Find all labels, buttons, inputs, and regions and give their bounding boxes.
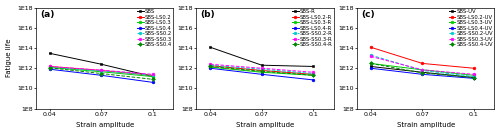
SBS-SS0.4 bbox=[98, 73, 104, 74]
Line: SBS-LS0.2-R: SBS-LS0.2-R bbox=[209, 64, 314, 76]
Text: (c): (c) bbox=[361, 10, 374, 19]
SBS-LS0.4-UV bbox=[419, 74, 425, 75]
SBS-LS0.3-R bbox=[207, 66, 213, 68]
Line: SBS-SS0.2: SBS-SS0.2 bbox=[48, 66, 154, 77]
Line: SBS-SS0.3-UV: SBS-SS0.3-UV bbox=[370, 55, 475, 76]
SBS-LS0.4-R bbox=[258, 74, 264, 75]
SBS-SS0.4 bbox=[150, 79, 156, 80]
SBS-SS0.3-UV bbox=[419, 69, 425, 71]
SBS bbox=[46, 53, 52, 54]
SBS-SS0.4-UV bbox=[368, 63, 374, 64]
Legend: SBS-R, SBS-LS0.2-R, SBS-LS0.3-R, SBS-LS0.4-R, SBS-SS0.2-R, SBS-SS0.3-R, SBS-SS0.: SBS-R, SBS-LS0.2-R, SBS-LS0.3-R, SBS-LS0… bbox=[292, 9, 333, 48]
SBS-LS0.4 bbox=[150, 82, 156, 83]
SBS-SS0.4 bbox=[46, 67, 52, 69]
SBS-LS0.2-UV bbox=[419, 63, 425, 64]
SBS-SS0.3 bbox=[150, 74, 156, 75]
SBS-LS0.3 bbox=[98, 71, 104, 72]
Line: SBS-LS0.3-UV: SBS-LS0.3-UV bbox=[370, 62, 475, 77]
SBS-LS0.2 bbox=[46, 66, 52, 67]
SBS-SS0.3-R bbox=[310, 71, 316, 73]
SBS-SS0.3-UV bbox=[471, 74, 477, 75]
SBS-SS0.4-UV bbox=[471, 77, 477, 78]
SBS-SS0.3 bbox=[46, 66, 52, 67]
SBS-LS0.3-R bbox=[310, 75, 316, 76]
SBS-LS0.3-R bbox=[258, 71, 264, 73]
Y-axis label: Fatigue life: Fatigue life bbox=[6, 39, 12, 77]
SBS-SS0.3-R bbox=[207, 63, 213, 65]
Line: SBS-LS0.4-R: SBS-LS0.4-R bbox=[209, 67, 314, 81]
Line: SBS-SS0.2-R: SBS-SS0.2-R bbox=[209, 64, 314, 75]
Line: SBS-SS0.2-UV: SBS-SS0.2-UV bbox=[370, 54, 475, 78]
Line: SBS-LS0.4: SBS-LS0.4 bbox=[48, 68, 154, 84]
X-axis label: Strain amplitude: Strain amplitude bbox=[396, 122, 455, 129]
SBS-SS0.2-UV bbox=[471, 76, 477, 77]
SBS-SS0.4-R bbox=[207, 66, 213, 67]
Line: SBS-SS0.4-R: SBS-SS0.4-R bbox=[209, 65, 314, 77]
SBS-SS0.3-R bbox=[258, 67, 264, 69]
SBS-LS0.3 bbox=[46, 67, 52, 68]
Line: SBS-SS0.3: SBS-SS0.3 bbox=[48, 65, 154, 76]
SBS-SS0.2 bbox=[46, 66, 52, 68]
SBS-LS0.4 bbox=[46, 68, 52, 70]
SBS-LS0.2-UV bbox=[471, 67, 477, 69]
SBS-SS0.4-R bbox=[310, 75, 316, 76]
SBS-SS0.2-R bbox=[310, 73, 316, 74]
SBS-SS0.3-UV bbox=[368, 55, 374, 57]
SBS-R bbox=[207, 46, 213, 48]
SBS-UV bbox=[419, 71, 425, 73]
Line: SBS-SS0.4-UV: SBS-SS0.4-UV bbox=[370, 62, 475, 79]
Legend: SBS-UV, SBS-LS0.2-UV, SBS-LS0.3-UV, SBS-LS0.4-UV, SBS-SS0.2-UV, SBS-SS0.3-UV, SB: SBS-UV, SBS-LS0.2-UV, SBS-LS0.3-UV, SBS-… bbox=[448, 9, 494, 48]
Line: SBS-R: SBS-R bbox=[209, 46, 314, 68]
SBS-UV bbox=[471, 77, 477, 78]
Line: SBS-LS0.3: SBS-LS0.3 bbox=[48, 66, 154, 78]
SBS-LS0.4-UV bbox=[368, 67, 374, 69]
SBS-LS0.2-R bbox=[207, 65, 213, 66]
Legend: SBS, SBS-LS0.2, SBS-LS0.3, SBS-LS0.4, SBS-SS0.2, SBS-SS0.3, SBS-SS0.4: SBS, SBS-LS0.2, SBS-LS0.3, SBS-LS0.4, SB… bbox=[136, 9, 172, 48]
SBS-LS0.4-R bbox=[207, 67, 213, 69]
SBS-LS0.4 bbox=[98, 75, 104, 76]
SBS-SS0.4-UV bbox=[419, 72, 425, 74]
SBS-SS0.3 bbox=[98, 69, 104, 71]
Text: (a): (a) bbox=[40, 10, 54, 19]
SBS-UV bbox=[368, 66, 374, 67]
SBS-LS0.2 bbox=[150, 75, 156, 76]
SBS-SS0.2-R bbox=[258, 68, 264, 70]
SBS-LS0.2-UV bbox=[368, 46, 374, 48]
SBS-LS0.3 bbox=[150, 76, 156, 77]
SBS-SS0.4-R bbox=[258, 70, 264, 72]
SBS-LS0.2 bbox=[98, 70, 104, 71]
Line: SBS-SS0.3-R: SBS-SS0.3-R bbox=[209, 63, 314, 74]
SBS bbox=[98, 63, 104, 65]
Text: (b): (b) bbox=[200, 10, 215, 19]
SBS-LS0.3-UV bbox=[368, 63, 374, 64]
SBS-LS0.2-R bbox=[310, 74, 316, 75]
Line: SBS-LS0.2: SBS-LS0.2 bbox=[48, 65, 154, 77]
SBS-LS0.4-R bbox=[310, 79, 316, 81]
SBS-LS0.2-R bbox=[258, 70, 264, 71]
SBS-LS0.3-UV bbox=[419, 69, 425, 71]
Line: SBS-UV: SBS-UV bbox=[370, 65, 475, 79]
Line: SBS-SS0.4: SBS-SS0.4 bbox=[48, 66, 154, 81]
Line: SBS: SBS bbox=[48, 52, 154, 78]
SBS-R bbox=[310, 66, 316, 67]
Line: SBS-LS0.4-UV: SBS-LS0.4-UV bbox=[370, 67, 475, 80]
Line: SBS-LS0.2-UV: SBS-LS0.2-UV bbox=[370, 46, 475, 70]
X-axis label: Strain amplitude: Strain amplitude bbox=[76, 122, 134, 129]
SBS-LS0.3-UV bbox=[471, 75, 477, 76]
SBS-SS0.2-UV bbox=[368, 54, 374, 56]
SBS-SS0.2-R bbox=[207, 64, 213, 66]
SBS-SS0.2 bbox=[98, 70, 104, 72]
Line: SBS-LS0.3-R: SBS-LS0.3-R bbox=[209, 66, 314, 77]
SBS-LS0.4-UV bbox=[471, 78, 477, 79]
SBS-SS0.2 bbox=[150, 75, 156, 76]
SBS-R bbox=[258, 64, 264, 66]
SBS-SS0.2-UV bbox=[419, 70, 425, 71]
SBS bbox=[150, 76, 156, 77]
X-axis label: Strain amplitude: Strain amplitude bbox=[236, 122, 294, 129]
